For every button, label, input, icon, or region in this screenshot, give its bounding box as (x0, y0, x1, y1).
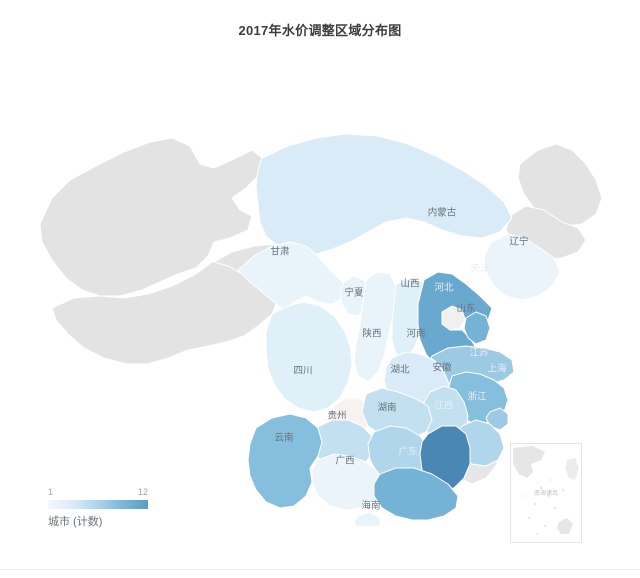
bottom-divider (0, 569, 640, 570)
region-shanghai[interactable] (485, 407, 509, 431)
legend-gradient-bar (48, 500, 148, 509)
region-xinjiang[interactable] (39, 137, 263, 297)
region-yunnan[interactable] (247, 413, 323, 509)
region-tianjin[interactable] (463, 311, 491, 345)
south-china-sea-inset[interactable]: 南海诸岛 (510, 443, 582, 543)
inset-island-south (557, 518, 573, 534)
inset-label: 南海诸岛 (534, 489, 558, 497)
legend-caption: 城市 (计数) (48, 516, 103, 528)
legend-min-label: 1 (48, 487, 54, 497)
region-heilongjiang[interactable] (517, 143, 603, 227)
region-shanxi[interactable] (391, 277, 427, 359)
inset-landmass (513, 446, 545, 478)
choropleth-map: 内蒙古 辽宁 甘肃 宁夏 山西 河北 天津 山东 陕西 河南 江苏 上海 四川 … (0, 46, 640, 526)
inset-dots (524, 479, 564, 535)
region-sichuan[interactable] (265, 301, 353, 413)
region-neimenggu[interactable] (255, 133, 513, 257)
page-title: 2017年水价调整区域分布图 (238, 23, 402, 38)
region-guangdong[interactable] (373, 467, 459, 521)
region-liaoning[interactable] (483, 233, 561, 301)
region-guangxi[interactable] (311, 453, 383, 511)
legend-ticks: 1 12 (48, 487, 148, 500)
region-hebei[interactable] (417, 271, 493, 369)
region-shaanxi[interactable] (353, 271, 397, 383)
legend: 1 12 城市 (计数) (48, 487, 198, 529)
legend-max-label: 12 (137, 487, 148, 497)
region-hainan[interactable] (353, 511, 381, 526)
inset-island-east (565, 458, 579, 480)
map-svg: 内蒙古 辽宁 甘肃 宁夏 山西 河北 天津 山东 陕西 河南 江苏 上海 四川 … (39, 133, 603, 526)
region-hubei[interactable] (361, 387, 433, 439)
inset-svg: 南海诸岛 (513, 446, 579, 535)
